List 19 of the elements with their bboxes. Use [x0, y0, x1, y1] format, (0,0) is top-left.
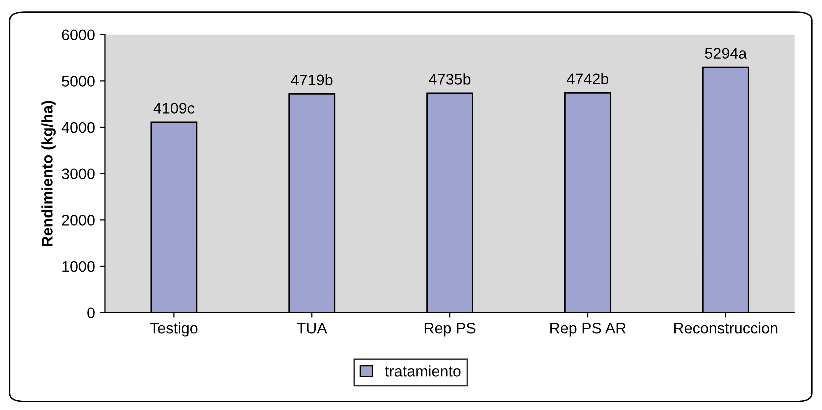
- y-axis-title: Rendimiento (kg/ha): [42, 101, 56, 246]
- x-tick-label: Rep PS AR: [550, 322, 626, 337]
- x-tick-label: Reconstruccion: [674, 322, 778, 334]
- y-tick-label: 3000: [62, 168, 95, 180]
- x-tick-label: Rep PS: [424, 322, 476, 337]
- y-tick-label: 1000: [62, 261, 95, 272]
- y-tick-label: 5000: [62, 76, 95, 87]
- data-label: 4109c: [154, 103, 195, 114]
- data-label: 4719b: [291, 74, 333, 86]
- data-label: 4735b: [429, 74, 471, 85]
- y-tick-label: 2000: [62, 215, 95, 226]
- legend-label: tratamiento: [385, 366, 461, 377]
- y-tick-label: 6000: [62, 30, 95, 41]
- y-tick-label: 4000: [62, 122, 95, 134]
- data-label: 4742b: [567, 73, 609, 85]
- x-tick-label: Testigo: [150, 322, 198, 337]
- y-tick-label: 0: [88, 308, 95, 319]
- x-tick-label: TUA: [297, 323, 328, 334]
- data-label: 5294a: [705, 48, 748, 59]
